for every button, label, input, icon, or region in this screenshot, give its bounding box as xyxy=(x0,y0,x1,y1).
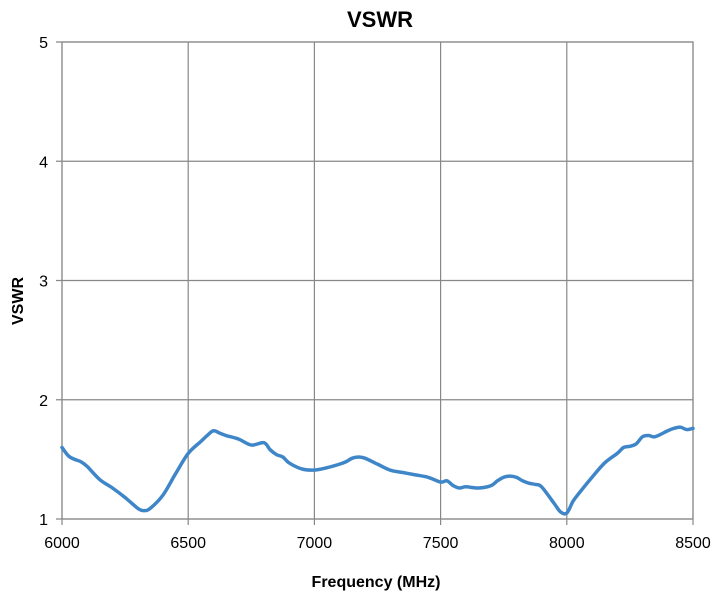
y-tick-label: 4 xyxy=(39,154,48,171)
x-tick-label: 7000 xyxy=(297,535,333,552)
y-tick-label: 1 xyxy=(39,512,48,529)
x-tick-label: 8500 xyxy=(675,535,711,552)
y-tick-label: 3 xyxy=(39,274,48,291)
x-tick-label: 8000 xyxy=(549,535,585,552)
chart-title: VSWR xyxy=(347,7,413,32)
ticks-layer: 6000 6500 7000 7500 8000 8500 1 2 3 4 5 xyxy=(39,35,711,552)
y-tick-label: 5 xyxy=(39,35,48,52)
vswr-series-line xyxy=(60,425,695,516)
y-axis-label: VSWR xyxy=(10,277,27,325)
y-tick-label: 2 xyxy=(39,393,48,410)
grid-layer xyxy=(56,41,694,525)
series-layer xyxy=(60,425,695,516)
x-tick-label: 7500 xyxy=(423,535,459,552)
x-tick-label: 6500 xyxy=(170,535,206,552)
x-axis-label: Frequency (MHz) xyxy=(312,574,441,591)
x-tick-label: 6000 xyxy=(44,535,80,552)
plot-frame xyxy=(61,41,694,520)
